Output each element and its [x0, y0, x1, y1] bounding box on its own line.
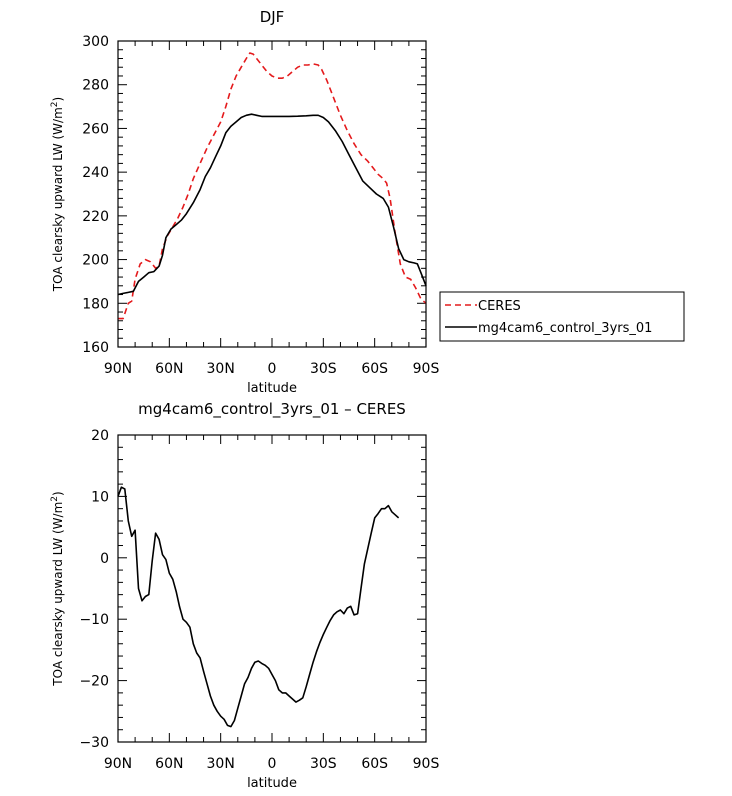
- tick-marks: [117, 40, 427, 348]
- x-axis-label: latitude: [247, 776, 297, 791]
- series-line-ceres: [118, 52, 427, 320]
- panel-climatology: DJF 90N 60N 30N 0 30S 60S 90S 160 180 200 220 240 2…: [50, 8, 439, 396]
- x-tick-label: 0: [268, 361, 277, 377]
- y-tick-label: 20: [91, 428, 109, 444]
- series-layer: [117, 486, 400, 728]
- panel-difference: mg4cam6_control_3yrs_01 – CERES 90N 60N 30…: [50, 400, 439, 791]
- y-axis-label-sup: 2: [50, 496, 60, 502]
- legend-label-model: mg4cam6_control_3yrs_01: [478, 321, 652, 336]
- y-tick-label: −20: [79, 674, 109, 690]
- y-tick-label: 300: [82, 34, 109, 50]
- y-tick-label: 280: [82, 78, 109, 94]
- tick-marks: [117, 434, 427, 743]
- y-tick-label: −10: [79, 612, 109, 628]
- series-line-difference: [117, 486, 400, 728]
- x-tick-label: 30N: [207, 756, 235, 772]
- x-tick-label: 90S: [413, 361, 440, 377]
- chart-title: mg4cam6_control_3yrs_01 – CERES: [138, 400, 406, 419]
- y-tick-labels: 160 180 200 220 240 260 280 300: [82, 34, 109, 356]
- y-tick-label: 10: [91, 489, 109, 505]
- x-tick-labels: 90N 60N 30N 0 30S 60S 90S: [104, 756, 440, 772]
- y-tick-label: 200: [82, 253, 109, 269]
- y-axis-label-close: ): [51, 97, 65, 102]
- x-tick-label: 90S: [413, 756, 440, 772]
- y-axis-label-main: TOA clearsky upward LW (W/m: [51, 502, 65, 687]
- x-axis-label: latitude: [247, 381, 297, 396]
- x-tick-labels: 90N 60N 30N 0 30S 60S 90S: [104, 361, 440, 377]
- series-layer: [117, 52, 427, 320]
- y-axis-label: TOA clearsky upward LW (W/m2): [50, 491, 65, 686]
- y-tick-labels: −30 −20 −10 0 10 20: [79, 428, 109, 751]
- y-tick-label: 0: [100, 551, 109, 567]
- legend-label-ceres: CERES: [478, 299, 521, 314]
- y-tick-label: 180: [82, 296, 109, 312]
- legend: CERES mg4cam6_control_3yrs_01: [439, 291, 685, 342]
- x-tick-label: 30S: [310, 756, 337, 772]
- legend-box: [439, 291, 685, 342]
- x-tick-label: 60S: [361, 756, 388, 772]
- y-axis-label: TOA clearsky upward LW (W/m2): [50, 97, 65, 292]
- x-tick-label: 60N: [155, 361, 183, 377]
- chart-title: DJF: [260, 8, 285, 26]
- x-tick-label: 60N: [155, 756, 183, 772]
- y-tick-label: 240: [82, 165, 109, 181]
- x-tick-label: 30S: [310, 361, 337, 377]
- y-axis-label-main: TOA clearsky upward LW (W/m: [51, 107, 65, 292]
- y-tick-label: 260: [82, 121, 109, 137]
- y-tick-label: 220: [82, 209, 109, 225]
- x-tick-label: 30N: [207, 361, 235, 377]
- x-tick-label: 0: [268, 756, 277, 772]
- x-tick-label: 60S: [361, 361, 388, 377]
- y-axis-label-close: ): [51, 491, 65, 496]
- x-tick-label: 90N: [104, 361, 132, 377]
- plot-frame: [117, 434, 427, 743]
- plot-frame: [117, 40, 427, 348]
- series-line-mg4cam6-control-3yrs-01: [117, 113, 427, 296]
- y-tick-label: 160: [82, 340, 109, 356]
- y-axis-label-sup: 2: [50, 101, 60, 107]
- y-tick-label: −30: [79, 735, 109, 751]
- x-tick-label: 90N: [104, 756, 132, 772]
